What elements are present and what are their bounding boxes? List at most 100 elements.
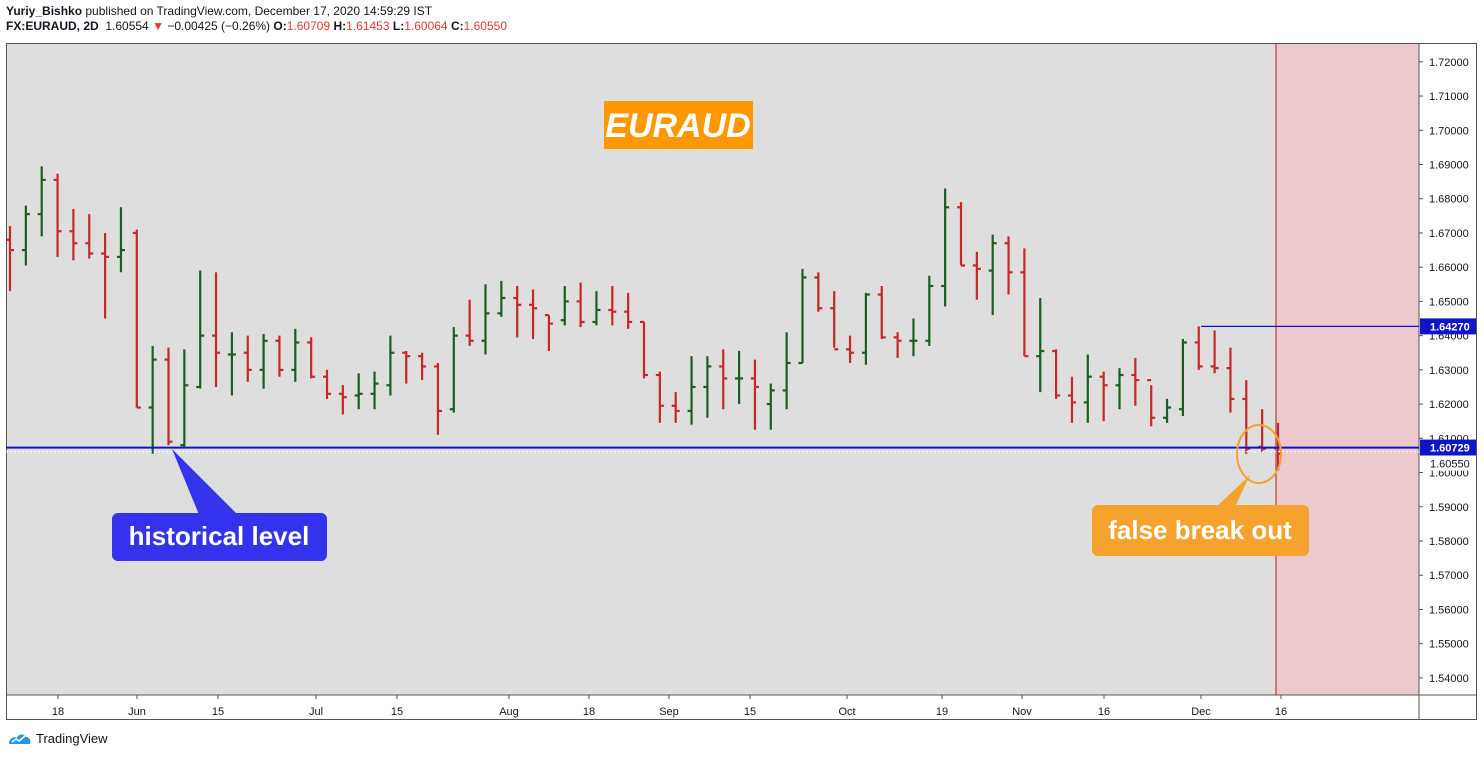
ohlc-bar [1067,376,1076,423]
published-text: published on TradingView.com, December 1… [85,4,433,18]
ohlc-bar [180,349,189,447]
chart-header: Yuriy_Bishko published on TradingView.co… [6,4,507,34]
ohlc-bar [766,383,775,430]
ohlc-bar [148,345,157,454]
historical-level-price-tag: 1.60729 [1420,439,1476,456]
ohlc-bar [877,286,886,340]
ohlc-bar [196,270,205,389]
ohlc-line: FX:EURAUD, 2D 1.60554 ▼ −0.00425 (−0.26%… [6,19,507,34]
ohlc-bar [1131,357,1140,406]
brand-name[interactable]: TradingView [36,731,108,746]
ohlc-bar [893,332,902,358]
ohlc-bar [418,352,427,381]
tradingview-logo-icon [9,733,31,744]
ohlc-bar [386,335,395,396]
y-tick-label: 1.58000 [1429,536,1469,548]
ohlc-bar [798,268,807,365]
chart-frame [6,43,1477,720]
false-breakout-circle [1236,424,1282,484]
y-tick-label: 1.72000 [1429,57,1469,69]
ohlc-bar [1099,371,1108,422]
title-text: EURAUD [605,107,750,145]
callout-pointer [172,449,240,517]
callout-text: false break out [1108,515,1292,545]
ohlc-bar [1115,368,1124,410]
author-name[interactable]: Yuriy_Bishko [6,4,83,18]
ohlc-bars [6,166,1282,471]
ohlc-bar [323,369,331,399]
price-tag-text: 1.64270 [1430,321,1470,333]
ohlc-bar [307,337,316,379]
ohlc-bar [1178,339,1187,417]
ohlc-bar [354,373,363,410]
ohlc-bar [972,251,981,300]
ohlc-bar [846,335,855,364]
x-tick-label: 18 [583,706,595,718]
callout-pointer [1210,475,1250,513]
ohlc-bar [481,284,490,355]
low-label: L: [392,19,405,33]
false-breakout-callout: false break out [1092,475,1309,556]
open-value: 1.60709 [286,19,331,33]
ohlc-bar [1210,330,1219,374]
x-tick-label: 15 [212,706,224,718]
ohlc-bar [671,392,680,423]
high-label: H: [333,19,347,33]
ohlc-bar [402,351,411,384]
price-tag-bg [1420,439,1476,456]
y-tick-label: 1.67000 [1429,228,1469,240]
close-value: 1.60550 [463,19,508,33]
ohlc-bar [1020,248,1029,358]
open-label: O: [273,19,287,33]
x-tick-label: Aug [499,706,519,718]
ohlc-bar [640,320,648,379]
future-shaded-zone [1276,43,1419,695]
x-tick-label: 15 [744,706,756,718]
ohlc-bar [227,332,236,396]
price-change: −0.00425 (−0.26%) [167,19,271,33]
price-tag-bg [1420,455,1476,471]
y-tick-label: 1.56000 [1429,604,1469,616]
price-tag-text: 1.60550 [1430,459,1470,471]
ohlc-bar [957,202,965,267]
ohlc-bar [69,208,78,261]
resistance-level-price-tag: 1.64270 [1420,318,1476,335]
high-value: 1.61453 [346,19,390,33]
symbol-label[interactable]: FX:EURAUD, 2D [6,19,99,33]
callout-text: historical level [129,521,310,551]
y-tick-label: 1.68000 [1429,194,1469,206]
title-bg [604,101,753,149]
footer: TradingView [8,731,108,746]
ohlc-bar [830,291,839,351]
price-chart[interactable]: 1.72000 1.71000 1.70000 1.69000 1.68000 1.670… [0,0,1484,730]
ohlc-bar [687,356,696,425]
ohlc-bar [116,207,125,273]
y-tick-label: 1.59000 [1429,502,1469,514]
down-arrow-icon: ▼ [152,19,164,33]
ohlc-bar [465,299,474,346]
publish-line: Yuriy_Bishko published on TradingView.co… [6,4,507,19]
x-tick-label: Nov [1012,706,1032,718]
ohlc-bar [1052,349,1061,399]
x-tick-label: 15 [391,706,403,718]
close-label: C: [450,19,464,33]
y-tick-label: 1.69000 [1429,160,1469,172]
ohlc-bar [529,289,538,340]
ohlc-bar [1147,379,1156,427]
y-tick-label: 1.63000 [1429,365,1469,377]
ohlc-bar [449,327,458,413]
chart-title: EURAUD [604,101,753,149]
ohlc-bar [750,359,759,430]
ohlc-bar [592,291,601,326]
ohlc-bar [21,205,30,266]
x-tick-label: Dec [1191,706,1211,718]
ohlc-bar [101,232,110,319]
ohlc-bar [37,166,46,237]
ohlc-bar [132,229,141,409]
ohlc-bar [6,226,14,292]
y-tick-label: 1.66000 [1429,262,1469,274]
ohlc-bar [560,286,569,326]
x-tick-label: 18 [52,706,64,718]
ohlc-bar [1036,297,1045,393]
price-tag-bg [1420,318,1476,335]
